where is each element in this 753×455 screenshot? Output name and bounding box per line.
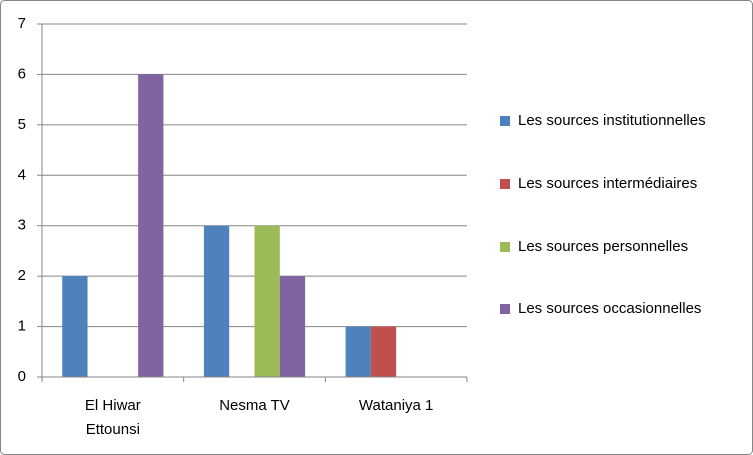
legend-swatch: [500, 242, 510, 252]
y-tick-label: 4: [18, 166, 26, 183]
y-tick-label: 0: [18, 368, 26, 385]
y-tick-label: 7: [18, 15, 26, 32]
y-tick-label: 2: [18, 267, 26, 284]
legend-swatch: [500, 116, 510, 126]
legend-swatch: [500, 179, 510, 189]
y-tick-label: 3: [18, 217, 26, 234]
bar: [62, 276, 88, 377]
y-tick-label: 1: [18, 318, 26, 335]
bar: [203, 225, 230, 377]
y-tick-label: 5: [18, 116, 26, 133]
bar: [345, 326, 371, 377]
legend-swatch: [500, 304, 510, 314]
legend-label: Les sources institutionnelles: [518, 112, 706, 129]
y-tick-label: 6: [18, 65, 26, 82]
legend-label: Les sources personnelles: [518, 238, 689, 255]
bar: [138, 74, 164, 377]
legend-label: Les sources occasionnelles: [518, 300, 702, 317]
x-tick-label: Nesma TV: [219, 397, 290, 414]
bar: [279, 276, 306, 377]
bar: [370, 326, 397, 377]
x-tick-label: Wataniya 1: [358, 397, 434, 414]
x-tick-label: El Hiwar Ettounsi: [84, 397, 141, 438]
legend-label: Les sources intermédiaires: [518, 175, 698, 192]
bar: [254, 225, 280, 377]
